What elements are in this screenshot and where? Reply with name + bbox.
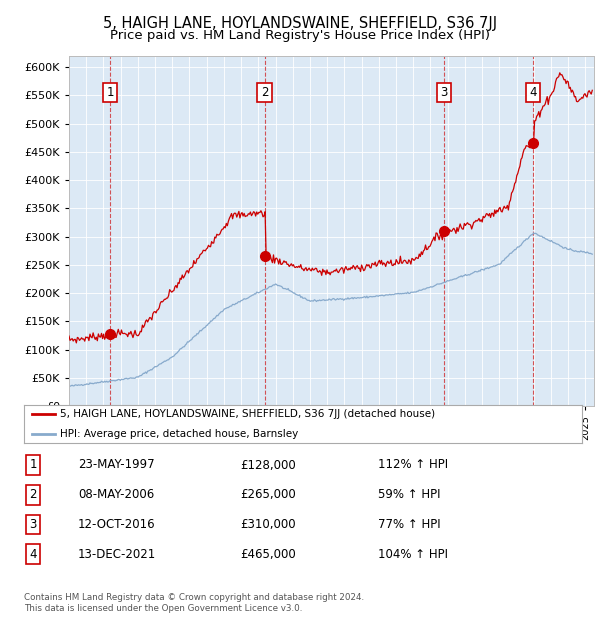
Text: 13-DEC-2021: 13-DEC-2021 [78, 548, 156, 560]
Text: £128,000: £128,000 [240, 459, 296, 471]
Text: 77% ↑ HPI: 77% ↑ HPI [378, 518, 440, 531]
Text: 5, HAIGH LANE, HOYLANDSWAINE, SHEFFIELD, S36 7JJ (detached house): 5, HAIGH LANE, HOYLANDSWAINE, SHEFFIELD,… [60, 409, 436, 420]
Text: 3: 3 [440, 86, 448, 99]
Text: Contains HM Land Registry data © Crown copyright and database right 2024.
This d: Contains HM Land Registry data © Crown c… [24, 593, 364, 613]
Text: 104% ↑ HPI: 104% ↑ HPI [378, 548, 448, 560]
Text: 08-MAY-2006: 08-MAY-2006 [78, 489, 154, 501]
Text: 4: 4 [529, 86, 537, 99]
Text: 2: 2 [261, 86, 268, 99]
Text: 2: 2 [29, 489, 37, 501]
Text: £465,000: £465,000 [240, 548, 296, 560]
Text: 112% ↑ HPI: 112% ↑ HPI [378, 459, 448, 471]
Text: 5, HAIGH LANE, HOYLANDSWAINE, SHEFFIELD, S36 7JJ: 5, HAIGH LANE, HOYLANDSWAINE, SHEFFIELD,… [103, 16, 497, 31]
Text: 23-MAY-1997: 23-MAY-1997 [78, 459, 155, 471]
Text: £265,000: £265,000 [240, 489, 296, 501]
Text: Price paid vs. HM Land Registry's House Price Index (HPI): Price paid vs. HM Land Registry's House … [110, 29, 490, 42]
Text: £310,000: £310,000 [240, 518, 296, 531]
Text: 12-OCT-2016: 12-OCT-2016 [78, 518, 155, 531]
Text: HPI: Average price, detached house, Barnsley: HPI: Average price, detached house, Barn… [60, 428, 299, 439]
Text: 1: 1 [29, 459, 37, 471]
Text: 4: 4 [29, 548, 37, 560]
Text: 59% ↑ HPI: 59% ↑ HPI [378, 489, 440, 501]
Text: 1: 1 [106, 86, 114, 99]
Text: 3: 3 [29, 518, 37, 531]
